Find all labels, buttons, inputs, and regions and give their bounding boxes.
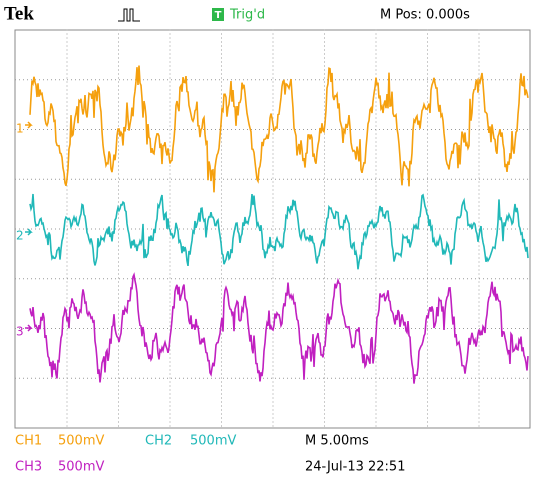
ch3-label: CH3 <box>15 460 42 475</box>
channel-marker: 2 <box>16 229 24 243</box>
trigger-status: Trig'd <box>229 8 265 23</box>
waveform <box>29 65 529 193</box>
ch1-scale: 500mV <box>58 434 104 449</box>
waveforms <box>29 65 529 384</box>
channel-marker: 3 <box>16 325 24 339</box>
timebase: M 5.00ms <box>305 434 369 449</box>
waveform <box>29 193 529 270</box>
horizontal-position: M Pos: 0.000s <box>380 8 470 23</box>
channel-markers: 1 2 3 <box>16 121 33 339</box>
channel-marker: 1 <box>16 122 24 136</box>
channel-marker-arrow <box>25 121 33 129</box>
ch1-label: CH1 <box>15 434 42 449</box>
channel-marker-arrow <box>25 324 33 332</box>
trigger-icon: T <box>215 10 222 21</box>
waveform <box>29 272 529 384</box>
trigger-type-icon <box>118 8 140 22</box>
ch2-label: CH2 <box>145 434 172 449</box>
brand: Tek <box>4 3 34 24</box>
channel-marker-arrow <box>25 228 33 236</box>
ch2-scale: 500mV <box>190 434 236 449</box>
trigger-icon-box <box>212 8 224 21</box>
ch3-scale: 500mV <box>58 460 104 475</box>
datetime: 24-Jul-13 22:51 <box>305 460 405 475</box>
